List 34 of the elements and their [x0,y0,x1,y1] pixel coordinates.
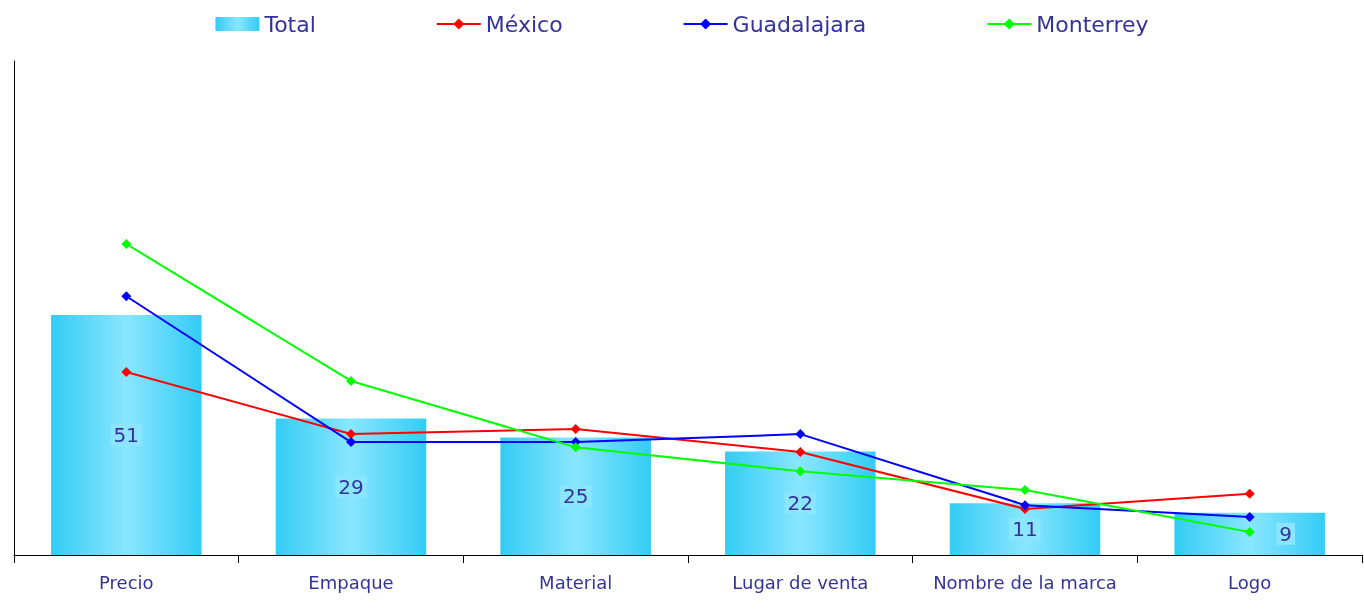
legend-label: Total [263,11,316,37]
point [1020,485,1030,496]
bar [725,451,876,555]
data-label: 29 [338,474,364,499]
bar [275,418,427,555]
point [795,466,806,477]
point [1244,526,1255,537]
point [121,366,132,377]
point [1244,488,1255,499]
legend-label: México [485,11,563,37]
data-label: 11 [1012,517,1038,542]
data-label: 51 [113,423,140,448]
point [346,437,356,448]
point [570,423,581,434]
point [121,239,132,250]
x-tick-label: Nombre de la marca [933,571,1117,593]
x-tick-label: Lugar de venta [732,571,869,593]
x-tick-label: Logo [1228,571,1272,593]
point [795,446,806,457]
x-tick-label: Empaque [308,571,394,593]
bar [500,437,651,555]
data-label: 25 [562,484,589,509]
data-label: 22 [787,491,814,516]
point [795,429,806,440]
point [1244,511,1255,522]
x-tick-label: Precio [99,571,154,593]
legend-label: Guadalajara [732,11,867,37]
x-tick-label: Material [539,571,613,593]
bar [51,315,202,555]
data-label: 9 [1279,521,1293,546]
point [570,442,581,453]
point [121,291,132,302]
point [346,375,356,386]
legend-label: Monterrey [1036,11,1149,37]
